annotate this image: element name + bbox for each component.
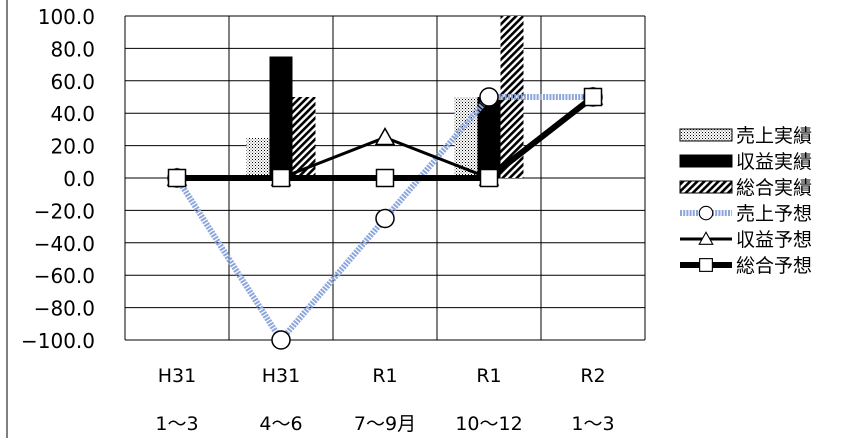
y-tick-label: 0.0 <box>63 167 95 191</box>
legend-label: 総合実績 <box>736 177 812 199</box>
legend-swatch-dots <box>679 128 733 142</box>
x-tick-label-line2: 4～6 <box>259 413 302 435</box>
y-tick-label: −20.0 <box>34 199 95 223</box>
legend-label: 収益実績 <box>736 151 812 173</box>
marker-circle <box>479 87 499 107</box>
x-tick-label-line1: R1 <box>476 365 501 387</box>
legend-swatch-solid <box>679 154 733 168</box>
y-tick-label: 100.0 <box>38 5 95 29</box>
legend-marker-square <box>699 258 713 272</box>
x-tick-label-line2: 1～3 <box>571 413 614 435</box>
y-tick-label: 80.0 <box>50 37 95 61</box>
x-tick-label-line2: 1～3 <box>155 413 198 435</box>
bar-solid <box>477 97 501 178</box>
marker-circle <box>271 330 291 350</box>
bar-dots <box>246 137 270 178</box>
marker-square <box>479 168 499 188</box>
x-tick-label-line1: H31 <box>262 365 300 387</box>
marker-square <box>375 168 395 188</box>
marker-square <box>583 87 603 107</box>
x-tick-label-line1: R2 <box>580 365 605 387</box>
y-tick-label: 60.0 <box>50 70 95 94</box>
legend-label: 売上実績 <box>736 125 812 147</box>
marker-triangle <box>374 126 396 146</box>
legend-swatch-diagonal <box>679 180 733 194</box>
x-tick-label-line1: H31 <box>158 365 196 387</box>
marker-square <box>271 168 291 188</box>
legend-marker-triangle <box>698 231 714 245</box>
marker-circle <box>375 208 395 229</box>
bar-dots <box>454 97 478 178</box>
bar-diagonal <box>292 97 316 178</box>
y-tick-label: −60.0 <box>34 264 95 288</box>
y-tick-label: −80.0 <box>34 297 95 321</box>
bar-solid <box>269 56 293 178</box>
legend-marker-circle <box>698 205 714 221</box>
y-tick-label: −100.0 <box>21 329 95 353</box>
legend-label: 収益予想 <box>736 229 812 251</box>
marker-square <box>167 168 187 188</box>
x-tick-label-line1: R1 <box>372 365 397 387</box>
y-tick-label: −40.0 <box>34 232 95 256</box>
legend-box <box>674 120 843 280</box>
y-tick-label: 20.0 <box>50 135 95 159</box>
legend-label: 総合予想 <box>736 255 812 277</box>
x-tick-label-line2: 7～9月 <box>354 413 416 435</box>
x-tick-label-line2: 10～12 <box>455 413 522 435</box>
legend-label: 売上予想 <box>736 203 812 225</box>
y-tick-label: 40.0 <box>50 102 95 126</box>
